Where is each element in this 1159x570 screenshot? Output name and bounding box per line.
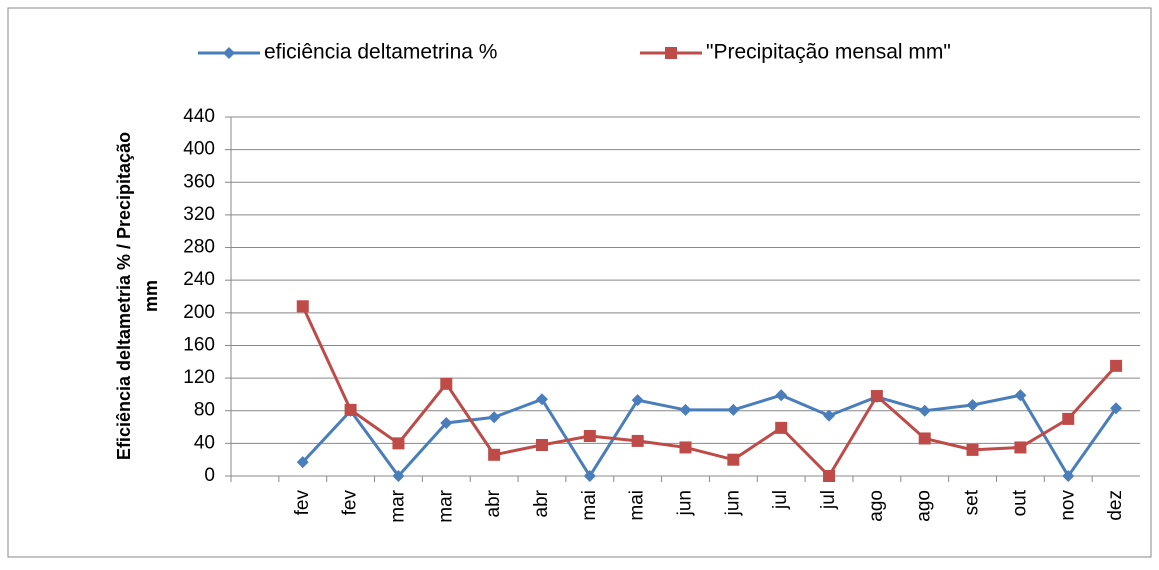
marker [679, 403, 692, 416]
marker [1110, 359, 1123, 372]
marker [823, 409, 836, 422]
y-tick-label: 160 [183, 334, 215, 355]
marker [775, 421, 788, 434]
x-tick-label: set [962, 489, 983, 515]
y-tick-label: 40 [194, 432, 215, 453]
x-tick-label: mai [579, 490, 600, 521]
marker [918, 404, 931, 417]
y-tick-label: 120 [183, 367, 215, 388]
marker [535, 393, 548, 406]
x-tick-label: ago [866, 490, 887, 522]
x-tick-label: dez [1105, 490, 1126, 521]
marker [1110, 402, 1123, 415]
x-tick-label: jul [770, 490, 791, 510]
x-tick-label: abr [483, 489, 504, 517]
marker [1062, 412, 1075, 425]
marker [727, 453, 740, 466]
legend-label: eficiência deltametrina % [264, 41, 497, 64]
x-tick-label: jun [675, 490, 696, 516]
marker [535, 438, 548, 451]
marker [870, 390, 883, 403]
chart-border [7, 7, 1152, 558]
marker [1062, 470, 1075, 482]
marker [296, 456, 309, 469]
x-tick-label: mai [627, 490, 648, 521]
marker [392, 470, 405, 482]
x-tick-label: jul [818, 490, 839, 510]
x-tick-label: fev [292, 490, 313, 516]
series-line [301, 305, 1118, 479]
x-tick-label: out [1009, 489, 1030, 516]
marker [966, 443, 979, 456]
marker [583, 470, 596, 482]
y-axis-title: mm [141, 280, 161, 312]
y-tick-label: 320 [183, 204, 215, 225]
marker [918, 432, 931, 445]
x-tick-label: abr [531, 489, 552, 517]
marker [631, 434, 644, 447]
x-tick-label: mar [435, 489, 456, 522]
y-tick-label: 0 [204, 465, 215, 486]
series-line [301, 393, 1118, 479]
y-tick-label: 280 [183, 237, 215, 258]
marker [1014, 441, 1027, 454]
y-tick-label: 240 [183, 269, 215, 290]
marker [488, 411, 501, 424]
y-tick-label: 360 [183, 171, 215, 192]
marker [392, 437, 405, 450]
marker [440, 416, 453, 429]
marker [583, 430, 596, 443]
y-tick-label: 400 [183, 139, 215, 160]
marker [488, 448, 501, 461]
marker [296, 300, 309, 313]
y-tick-label: 440 [183, 106, 215, 127]
y-axis-title: Eficiência deltametria % / Precipitação [114, 132, 134, 460]
y-tick-label: 80 [194, 400, 215, 421]
y-tick-label: 200 [183, 302, 215, 323]
marker [966, 399, 979, 412]
x-tick-label: fev [340, 490, 361, 516]
marker [344, 403, 357, 416]
marker [223, 47, 235, 59]
marker [1014, 389, 1027, 402]
marker [679, 441, 692, 454]
marker [440, 377, 453, 390]
marker [631, 394, 644, 407]
legend-label: "Precipitação mensal mm" [706, 41, 951, 64]
marker [727, 403, 740, 416]
x-tick-label: jun [722, 490, 743, 516]
marker [665, 47, 677, 59]
x-tick-label: nov [1057, 490, 1078, 521]
marker [775, 389, 788, 402]
x-tick-label: mar [387, 489, 408, 522]
x-tick-label: ago [914, 490, 935, 522]
marker [823, 470, 836, 482]
